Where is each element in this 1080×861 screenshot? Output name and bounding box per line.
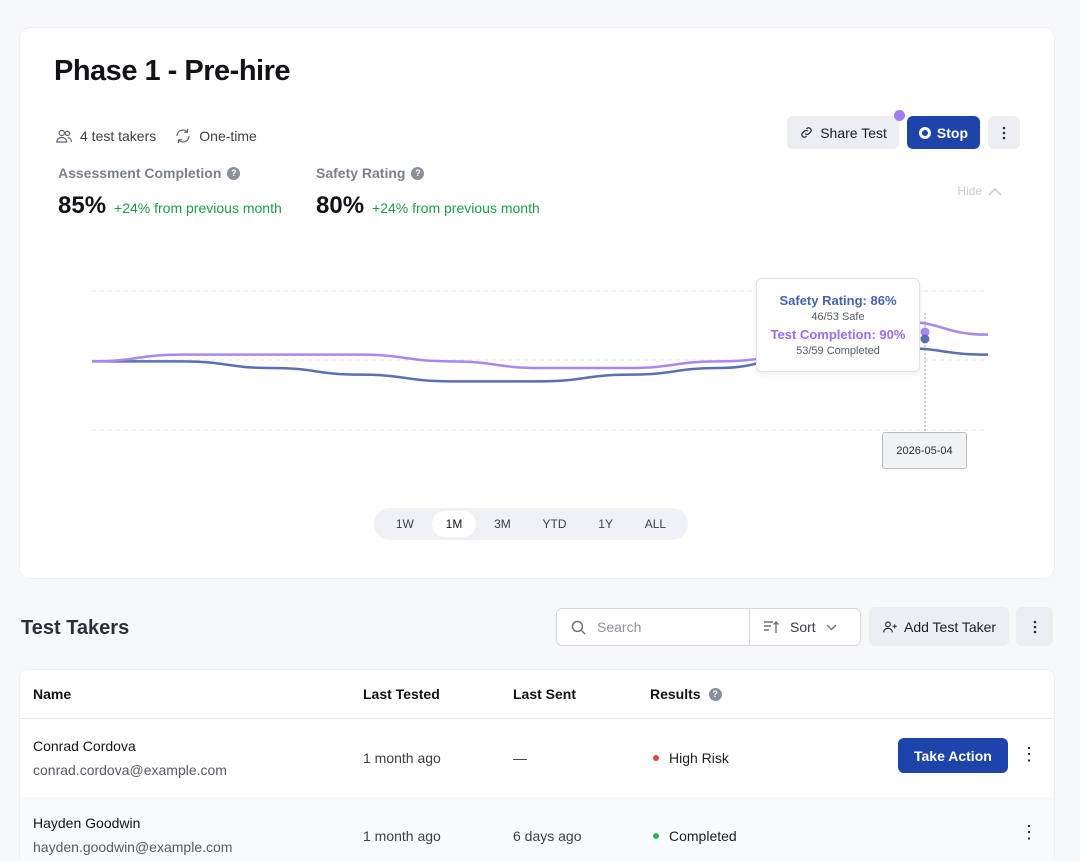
metric-safety-label: Safety Rating — [316, 165, 406, 181]
share-test-label: Share Test — [820, 124, 887, 141]
frequency: One-time — [174, 127, 257, 145]
row-email: conrad.cordova@example.com — [33, 762, 227, 778]
tooltip-safe-count: 46/53 Safe — [811, 311, 865, 323]
add-test-taker-button[interactable]: Add Test Taker — [869, 607, 1010, 646]
help-icon[interactable]: ? — [708, 687, 722, 701]
sort-icon — [764, 621, 779, 633]
status-dot — [653, 755, 659, 761]
sort-button[interactable]: Sort — [749, 608, 861, 646]
hide-chart-toggle[interactable]: Hide — [957, 184, 1002, 198]
table-more-button[interactable] — [1016, 607, 1053, 646]
test-takers-title: Test Takers — [21, 617, 130, 639]
notification-dot — [893, 110, 905, 121]
stop-button[interactable]: Stop — [906, 116, 980, 149]
row-result-label: High Risk — [669, 750, 729, 766]
col-last-sent[interactable]: Last Sent — [513, 686, 577, 702]
search-box[interactable] — [556, 608, 750, 646]
hide-label: Hide — [957, 184, 982, 198]
completion-point — [920, 327, 930, 337]
frequency-label: One-time — [199, 128, 257, 144]
tooltip-completion: Test Completion: 90% — [770, 327, 906, 342]
metric-completion-value: 85% — [58, 192, 107, 219]
phase-card: Phase 1 - Pre-hire 4 test takers One-tim… — [20, 28, 1054, 578]
row-result: Completed — [653, 828, 737, 844]
page-title: Phase 1 - Pre-hire — [54, 55, 291, 87]
search-icon — [571, 620, 586, 635]
row-email: hayden.goodwin@example.com — [33, 839, 233, 855]
search-input[interactable] — [597, 619, 737, 635]
safety-point — [920, 334, 930, 344]
range-1w[interactable]: 1W — [395, 517, 414, 531]
add-user-icon — [883, 620, 897, 632]
row-last-tested: 1 month ago — [363, 828, 441, 844]
row-more-icon[interactable]: ⋮ — [1020, 744, 1038, 764]
chevron-down-icon — [826, 624, 837, 630]
col-name[interactable]: Name — [33, 686, 72, 702]
metric-safety-delta: +24% from previous month — [372, 200, 540, 216]
test-takers-label: 4 test takers — [80, 128, 157, 144]
metric-completion: Assessment Completion ? 85% +24% from pr… — [58, 165, 282, 220]
sort-label: Sort — [790, 619, 816, 635]
row-result: High Risk — [653, 750, 729, 766]
metric-safety-value: 80% — [316, 192, 365, 219]
range-all[interactable]: ALL — [644, 517, 667, 531]
row-result-label: Completed — [669, 828, 737, 844]
add-test-taker-label: Add Test Taker — [904, 618, 997, 635]
range-ytd[interactable]: YTD — [542, 517, 567, 531]
stop-icon — [918, 126, 931, 139]
help-icon[interactable]: ? — [411, 166, 425, 180]
more-options-button[interactable] — [988, 116, 1020, 149]
status-dot — [653, 833, 659, 839]
test-takers-table: Name Last Tested Last Sent Results ? Con… — [20, 670, 1054, 861]
chevron-up-icon — [988, 187, 1002, 196]
test-meta: 4 test takers One-time — [55, 127, 275, 145]
kebab-icon — [1033, 620, 1036, 633]
refresh-icon — [176, 128, 190, 144]
tooltip-completed-count: 53/59 Completed — [796, 345, 880, 357]
row-last-tested: 1 month ago — [363, 750, 441, 766]
help-icon[interactable]: ? — [227, 166, 241, 180]
row-name: Hayden Goodwin — [33, 815, 141, 831]
link-icon — [801, 127, 812, 138]
range-1m[interactable]: 1M — [431, 511, 477, 537]
row-more-icon[interactable]: ⋮ — [1020, 822, 1038, 842]
table-row[interactable]: Hayden Goodwin hayden.goodwin@example.co… — [20, 797, 1054, 861]
metric-completion-label: Assessment Completion — [58, 165, 222, 181]
test-takers-count: 4 test takers — [55, 127, 156, 145]
row-name: Conrad Cordova — [33, 738, 136, 754]
metric-completion-delta: +24% from previous month — [114, 200, 282, 216]
range-selector: 1W 1M 3M YTD 1Y ALL — [374, 508, 688, 540]
range-1y[interactable]: 1Y — [598, 517, 613, 531]
date-tag: 2026-05-04 — [882, 432, 967, 469]
table-row[interactable]: Conrad Cordova conrad.cordova@example.co… — [20, 719, 1054, 797]
header-actions: Share Test Stop — [787, 110, 1020, 149]
chart-tooltip: Safety Rating: 86% 46/53 Safe Test Compl… — [756, 278, 920, 372]
metric-safety: Safety Rating ? 80% +24% from previous m… — [316, 165, 540, 220]
col-results[interactable]: Results ? — [650, 686, 722, 702]
take-action-button[interactable]: Take Action — [898, 738, 1008, 773]
col-results-label: Results — [650, 686, 701, 702]
range-3m[interactable]: 3M — [494, 517, 511, 531]
row-last-sent: 6 days ago — [513, 828, 582, 844]
stop-label: Stop — [936, 124, 968, 141]
row-last-sent: — — [513, 750, 527, 766]
users-icon — [56, 129, 72, 143]
share-test-button[interactable]: Share Test — [787, 110, 905, 149]
kebab-icon — [1002, 126, 1006, 139]
tooltip-safety: Safety Rating: 86% — [779, 293, 897, 308]
col-last-tested[interactable]: Last Tested — [363, 686, 440, 702]
table-header: Name Last Tested Last Sent Results ? — [20, 670, 1054, 719]
